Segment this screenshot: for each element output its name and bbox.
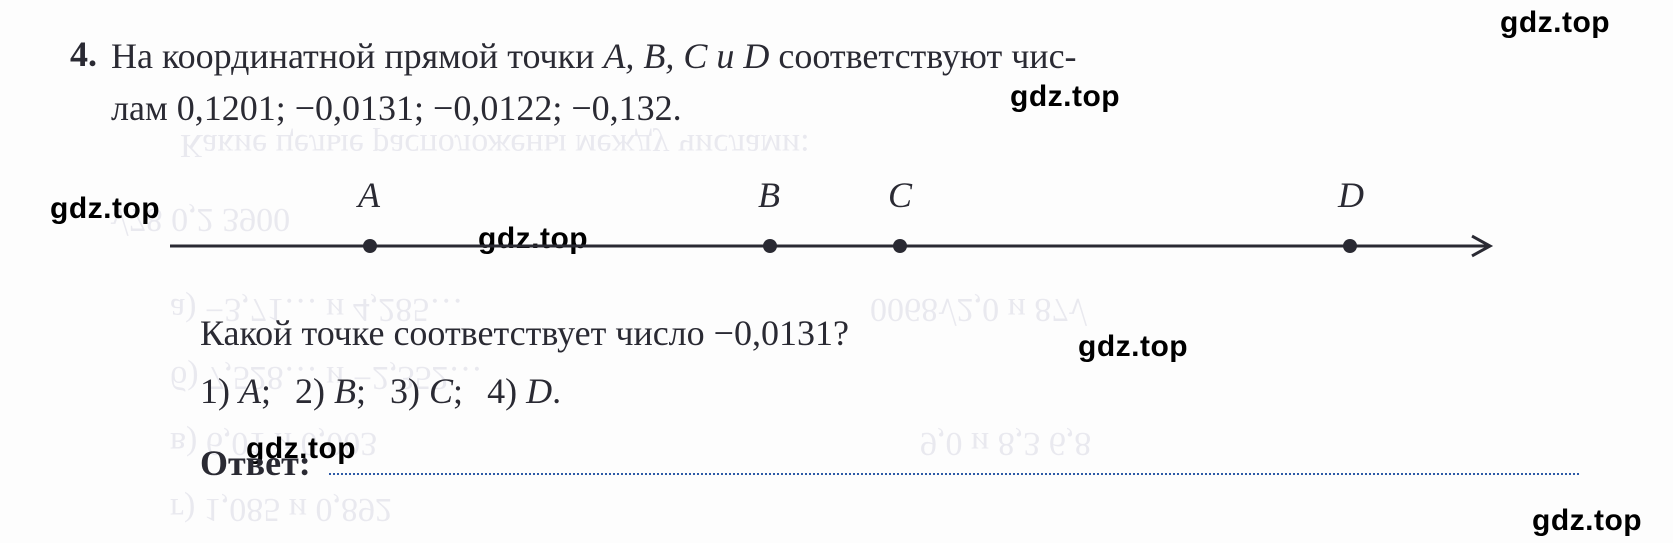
number-line-point-a [363,239,377,253]
option-number: 1) [200,371,239,411]
task-points-inline: A, B, C и D [603,36,769,76]
task-block: 4. На координатной прямой точки A, B, C … [70,30,1603,134]
task-prompt-tail: соответствуют чис- [769,36,1076,76]
number-line-label-b: B [758,174,780,216]
task-prompt: На координатной прямой точки A, B, C и D… [111,30,1077,134]
number-line: A B C D [130,174,1530,284]
option-letter: A [239,371,261,411]
option-number: 4) [487,371,526,411]
number-line-point-b [763,239,777,253]
option-tail: ; [356,371,366,411]
number-line-label-d: D [1338,174,1364,216]
number-line-point-d [1343,239,1357,253]
bleed-through-text: г) 1,085 и 0,892 [170,490,392,528]
watermark: gdz.top [1532,504,1642,538]
task-options: 1) A;2) B;3) C;4) D. [200,370,1603,412]
option-tail: . [552,371,561,411]
option-c: 3) C; [390,370,463,412]
option-letter: C [429,371,453,411]
answer-dotted-line [329,440,1579,474]
option-number: 2) [295,371,334,411]
number-line-point-c [893,239,907,253]
task-prompt-prefix: На координатной прямой точки [111,36,603,76]
task-number: 4. [70,30,97,79]
number-line-label-a: A [358,174,380,216]
option-number: 3) [390,371,429,411]
option-tail: ; [453,371,463,411]
answer-label: Ответ: [200,442,311,484]
option-letter: B [334,371,356,411]
number-line-label-c: C [888,174,912,216]
option-b: 2) B; [295,370,366,412]
answer-row: Ответ: [200,440,1603,483]
task-question: Какой точке соответствует число −0,0131? [200,312,1603,354]
option-a: 1) A; [200,370,271,412]
option-d: 4) D. [487,370,561,412]
option-tail: ; [261,371,271,411]
task-prompt-line2: лам 0,1201; −0,0131; −0,0122; −0,132. [111,88,682,128]
option-letter: D [526,371,552,411]
